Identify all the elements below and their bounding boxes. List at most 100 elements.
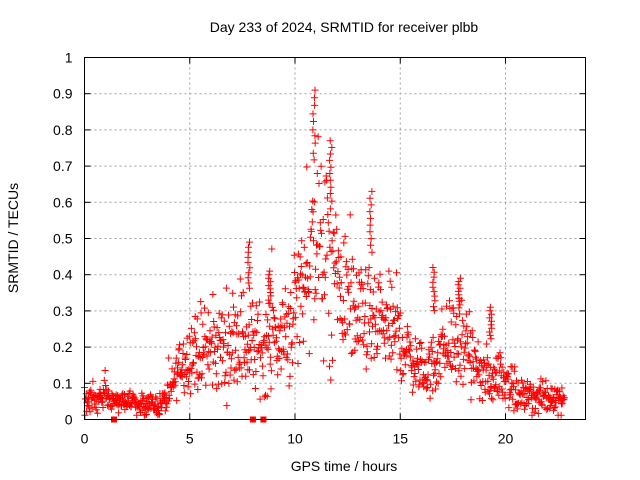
chart-title: Day 233 of 2024, SRMTID for receiver plb… xyxy=(210,19,479,35)
data-point xyxy=(303,163,311,171)
data-point xyxy=(227,355,235,363)
data-point xyxy=(341,232,349,240)
data-point xyxy=(313,170,321,177)
data-point xyxy=(384,335,392,343)
data-point xyxy=(227,364,235,372)
data-point xyxy=(430,303,437,311)
data-point xyxy=(333,280,341,288)
data-point xyxy=(316,219,324,227)
data-point xyxy=(390,316,398,324)
data-point xyxy=(229,329,237,337)
data-point xyxy=(218,311,226,319)
data-point xyxy=(193,343,200,351)
data-point xyxy=(413,345,421,353)
data-point xyxy=(245,347,253,355)
data-point xyxy=(451,343,459,350)
data-point xyxy=(348,255,356,263)
data-point xyxy=(355,337,363,345)
data-point xyxy=(351,346,359,354)
data-point xyxy=(220,340,228,348)
data-point xyxy=(86,408,94,416)
data-point xyxy=(259,372,267,380)
data-point xyxy=(299,283,307,291)
data-point xyxy=(353,332,361,340)
data-point xyxy=(342,331,349,339)
data-point xyxy=(327,163,335,171)
data-point xyxy=(263,392,271,400)
data-point xyxy=(452,321,460,329)
data-point xyxy=(89,377,97,385)
data-point xyxy=(291,269,299,276)
data-point xyxy=(330,264,338,272)
grid-lines xyxy=(84,57,586,420)
data-point xyxy=(165,354,173,362)
y-tick-label: 0 xyxy=(65,412,73,428)
data-point xyxy=(501,395,509,402)
data-point xyxy=(234,312,242,320)
data-point xyxy=(222,284,230,292)
data-point xyxy=(182,356,189,363)
data-point xyxy=(364,280,372,288)
data-point xyxy=(293,294,301,302)
data-point xyxy=(462,327,470,335)
data-point xyxy=(332,211,340,219)
x-tick-label: 5 xyxy=(186,431,194,447)
data-point xyxy=(173,397,181,405)
data-point xyxy=(317,162,325,170)
data-point xyxy=(297,263,305,270)
data-point xyxy=(327,248,335,256)
data-point xyxy=(310,316,318,324)
data-point xyxy=(179,340,187,348)
data-point xyxy=(254,317,261,324)
data-point xyxy=(550,404,558,412)
data-point xyxy=(310,237,317,245)
data-point xyxy=(368,248,376,256)
data-point xyxy=(201,343,209,351)
data-point xyxy=(557,411,565,419)
data-point xyxy=(254,310,262,318)
data-point xyxy=(245,321,253,329)
data-point xyxy=(319,216,327,223)
data-point xyxy=(198,370,206,378)
data-point xyxy=(393,366,401,374)
data-point xyxy=(372,305,380,313)
data-point xyxy=(276,323,284,331)
data-point xyxy=(432,359,440,367)
data-point xyxy=(232,365,240,373)
y-tick-label: 0.5 xyxy=(53,231,73,247)
data-point xyxy=(347,279,355,287)
data-point xyxy=(385,352,393,360)
data-point xyxy=(429,264,437,271)
data-point xyxy=(456,301,464,309)
data-point xyxy=(309,110,317,118)
data-point xyxy=(334,268,342,276)
data-point xyxy=(243,358,251,366)
data-point xyxy=(403,322,411,330)
data-point xyxy=(447,349,455,356)
data-point xyxy=(368,187,376,195)
data-point xyxy=(486,386,494,394)
data-point xyxy=(205,365,213,373)
data-point xyxy=(423,376,431,384)
data-point xyxy=(202,381,210,389)
data-point xyxy=(320,357,328,365)
data-point xyxy=(197,298,205,306)
data-point xyxy=(459,380,467,388)
data-point xyxy=(469,334,477,341)
data-point xyxy=(473,355,480,363)
data-point xyxy=(399,370,407,377)
data-point xyxy=(356,316,364,324)
data-point xyxy=(426,394,434,402)
data-point xyxy=(311,286,319,294)
data-point xyxy=(326,137,334,145)
data-point xyxy=(367,235,375,243)
data-point xyxy=(422,385,430,393)
data-point xyxy=(205,348,213,356)
data-point xyxy=(339,297,347,304)
data-point xyxy=(360,330,368,338)
data-point xyxy=(326,362,333,370)
data-point xyxy=(289,359,296,367)
data-point xyxy=(489,375,497,383)
data-point xyxy=(346,211,354,219)
data-point xyxy=(335,284,343,292)
